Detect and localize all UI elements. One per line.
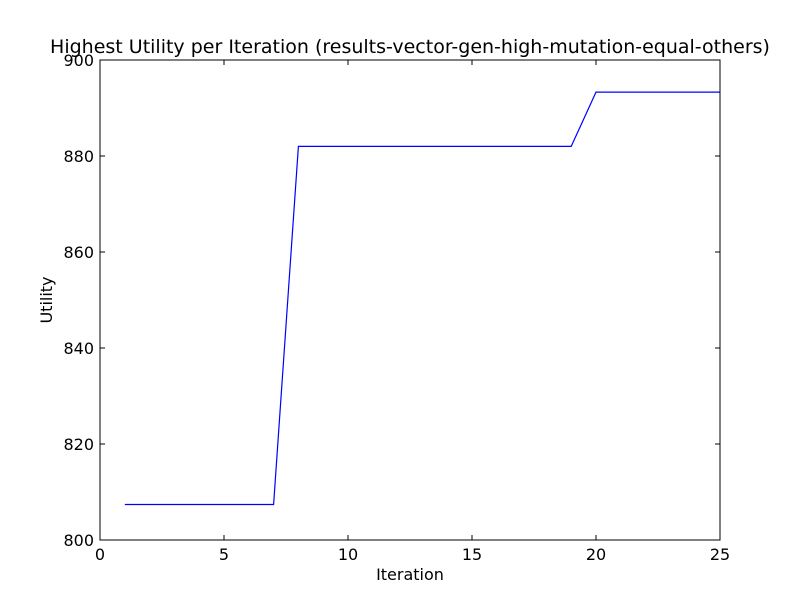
plot-area — [100, 60, 720, 540]
y-axis-label: Utility — [37, 276, 56, 323]
x-tick-label: 20 — [586, 545, 606, 564]
plot-frame — [99, 59, 721, 541]
y-tick-label: 800 — [63, 531, 94, 550]
y-axis-ticks: 800 820 840 860 880 900 — [63, 51, 720, 550]
x-tick-label: 5 — [219, 545, 229, 564]
x-tick-label: 25 — [710, 545, 730, 564]
x-tick-label: 10 — [338, 545, 358, 564]
y-tick-label: 840 — [63, 339, 94, 358]
y-tick-label: 880 — [63, 147, 94, 166]
chart-title: Highest Utility per Iteration (results-v… — [50, 36, 770, 58]
data-layer — [124, 91, 720, 506]
y-tick-label: 900 — [63, 51, 94, 70]
y-tick-label: 820 — [63, 435, 94, 454]
y-tick-label: 860 — [63, 243, 94, 262]
x-axis-ticks: 0 5 10 15 20 25 — [95, 60, 730, 564]
series-line — [124, 91, 720, 506]
x-tick-label: 15 — [462, 545, 482, 564]
x-tick-label: 0 — [95, 545, 105, 564]
x-axis-label: Iteration — [376, 565, 444, 584]
